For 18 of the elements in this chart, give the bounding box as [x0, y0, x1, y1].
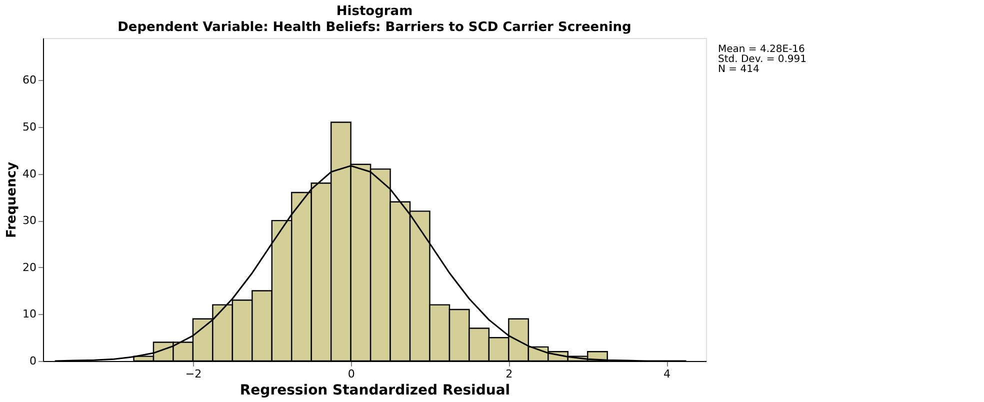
x-tick-label: 0	[348, 368, 355, 380]
x-tick-label: 4	[664, 368, 671, 380]
y-axis-title: Frequency	[4, 161, 20, 238]
chart-subtitle: Dependent Variable: Health Beliefs: Barriers to SCD Carrier Screening	[118, 20, 632, 35]
y-tick-label: 0	[30, 354, 36, 368]
x-tick-label: −2	[185, 368, 202, 380]
x-axis-title: Regression Standardized Residual	[240, 382, 510, 398]
y-tick-label: 50	[22, 120, 36, 134]
text: Mean = 4.28E-16	[718, 44, 805, 55]
x-tick-label: 2	[506, 368, 513, 380]
y-tick-label: 60	[22, 74, 36, 87]
y-tick-label: 40	[22, 167, 36, 180]
text: Std. Dev. = 0.991	[718, 54, 807, 65]
text: N = 414	[718, 64, 760, 75]
y-tick-label: 30	[22, 214, 36, 228]
y-tick-label: 20	[22, 260, 36, 274]
chart-title: Histogram	[336, 4, 413, 19]
y-tick-label: 10	[22, 308, 36, 321]
